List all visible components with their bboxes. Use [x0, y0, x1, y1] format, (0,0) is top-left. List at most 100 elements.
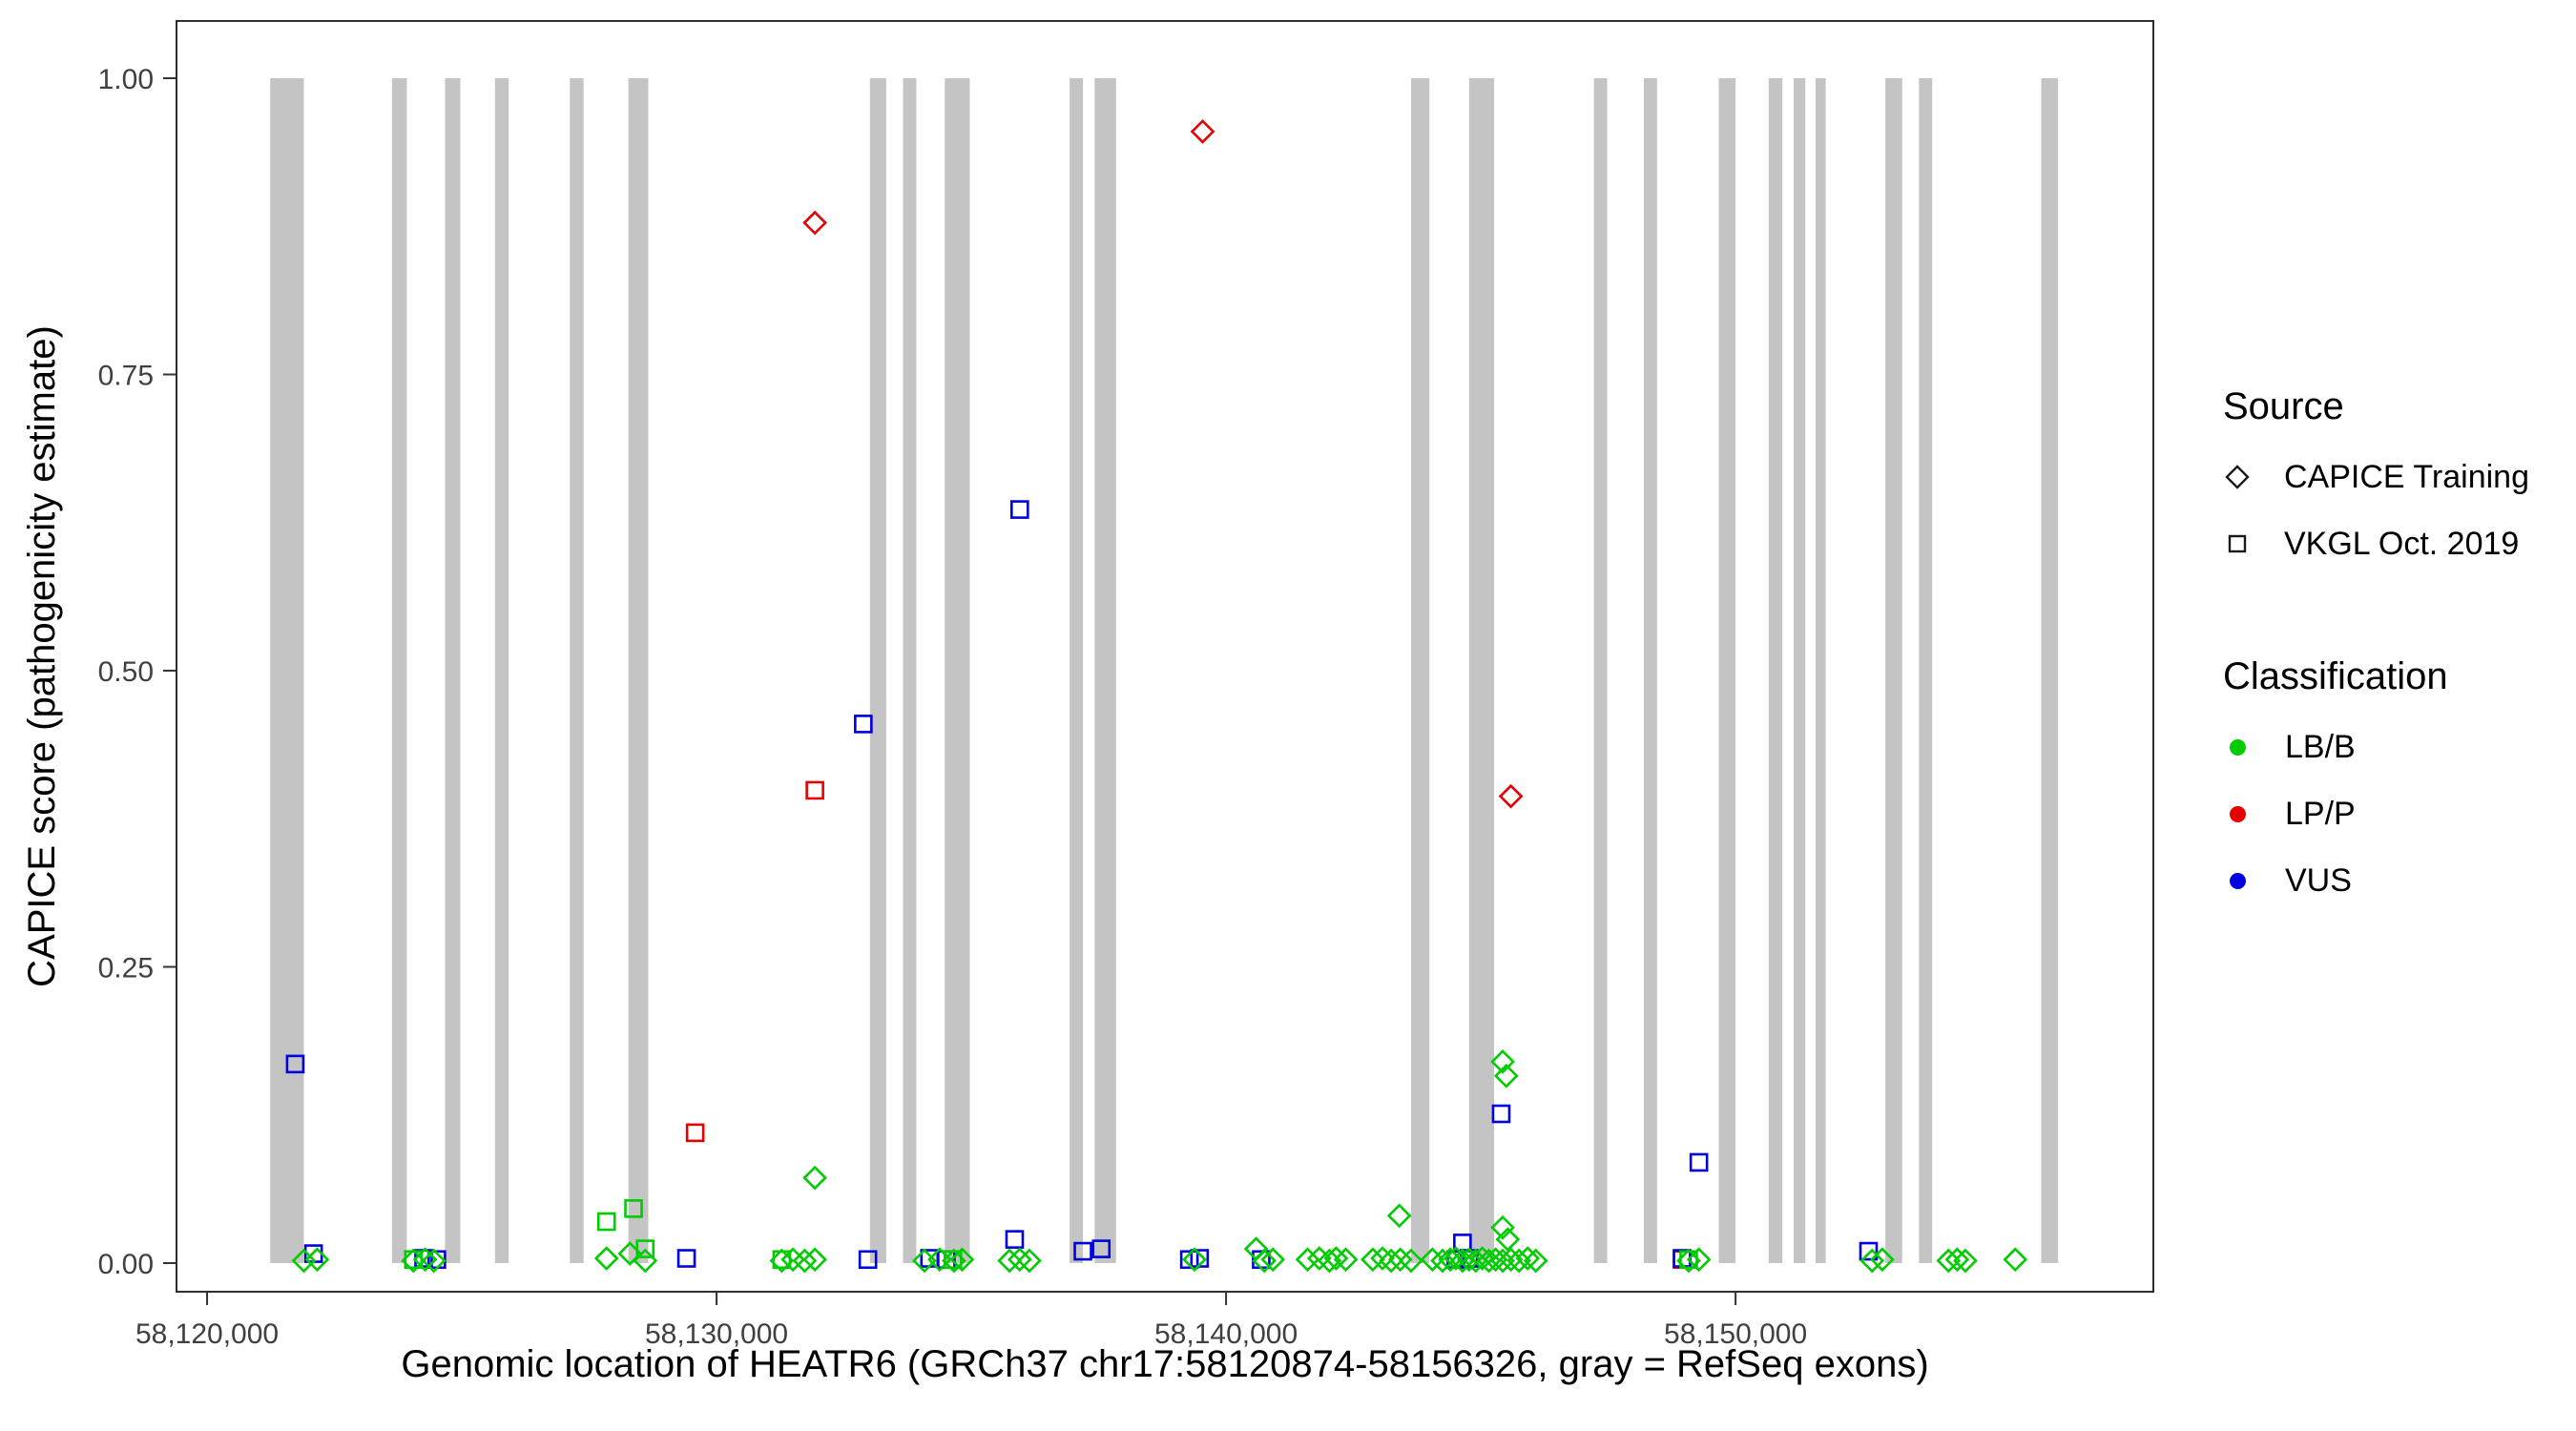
legend-item-label: LP/P [2285, 795, 2356, 832]
exon-bar [1768, 78, 1783, 1263]
exon-bar [570, 78, 584, 1263]
data-point-diamond [1252, 1248, 1277, 1274]
data-point-diamond [1953, 1248, 1978, 1274]
exon-bar [1410, 78, 1430, 1263]
exon-bar [2041, 78, 2059, 1263]
data-point-diamond [1399, 1248, 1423, 1274]
legend-item-label: LB/B [2285, 728, 2356, 765]
legend-item-label: VUS [2285, 861, 2352, 899]
data-point-diamond [1387, 1247, 1413, 1273]
data-point-diamond [1495, 1227, 1521, 1252]
data-point-diamond [304, 1247, 330, 1273]
data-point-square [1091, 1239, 1111, 1258]
data-point-diamond [1456, 1247, 1482, 1273]
exon-bar [945, 78, 970, 1263]
data-point-square [1689, 1152, 1709, 1172]
data-point-diamond [1386, 1203, 1412, 1229]
legend-source-title: Source [2223, 385, 2344, 427]
data-point-diamond [1370, 1246, 1395, 1271]
data-point-diamond [1017, 1248, 1042, 1274]
data-point-diamond [997, 1248, 1022, 1274]
y-tick-label: 0.50 [98, 656, 154, 688]
exon-bar [1919, 78, 1933, 1263]
y-tick-label: 0.25 [98, 953, 154, 985]
data-point-diamond [421, 1248, 447, 1274]
data-point-diamond [412, 1247, 438, 1273]
data-point-square [624, 1199, 643, 1218]
data-point-diamond [1007, 1247, 1032, 1273]
legend-item-label: CAPICE Training [2284, 458, 2529, 495]
data-point-square [635, 1239, 655, 1258]
data-point-diamond [1182, 1247, 1207, 1273]
data-point-diamond [1859, 1248, 1885, 1274]
data-point-diamond [1190, 119, 1215, 144]
data-point-diamond [1523, 1248, 1548, 1274]
data-point-diamond [1686, 1247, 1712, 1273]
data-point-square [1073, 1241, 1092, 1261]
data-point-square [858, 1250, 878, 1270]
exon-bar [1593, 78, 1608, 1263]
data-point-diamond [1506, 1248, 1531, 1274]
data-point-diamond [1676, 1248, 1701, 1274]
exon-bar [1718, 78, 1736, 1263]
data-point-square [854, 715, 873, 734]
data-point-diamond [1379, 1248, 1403, 1274]
data-point-diamond [942, 1248, 966, 1274]
exon-bar [445, 78, 461, 1263]
square-glyph [2228, 534, 2247, 553]
y-tick-label: 1.00 [98, 64, 154, 95]
exon-bar [869, 78, 886, 1263]
data-point-diamond [1493, 1063, 1519, 1089]
exon-bar [1793, 78, 1806, 1263]
legend-item-capice-training: CAPICE Training [2223, 444, 2566, 510]
legend: Source CAPICE Training VKGL Oct. 2019 Cl… [2223, 385, 2566, 914]
y-tick-label: 0.00 [98, 1249, 154, 1280]
lbb-color-dot [2230, 738, 2246, 756]
legend-item-lpp: LP/P [2223, 780, 2566, 847]
data-point-square [1179, 1250, 1199, 1270]
data-point-diamond [1944, 1247, 1970, 1273]
data-point-diamond [1333, 1247, 1359, 1273]
data-point-square [685, 1123, 705, 1143]
exon-bar [1468, 78, 1494, 1263]
y-axis-title: CAPICE score (pathogenicity estimate) [21, 325, 63, 987]
legend-item-vus: VUS [2223, 847, 2566, 914]
exon-bar [628, 78, 649, 1263]
data-point-diamond [1243, 1236, 1269, 1261]
data-point-square [1859, 1241, 1879, 1261]
x-tick-label: 58,150,000 [1664, 1318, 1807, 1350]
data-point-diamond [949, 1247, 975, 1273]
data-point-diamond [633, 1248, 658, 1274]
data-point-square [285, 1054, 305, 1074]
data-point-diamond [593, 1246, 619, 1271]
data-point-square [1491, 1104, 1511, 1124]
data-point-diamond [802, 1247, 827, 1273]
exon-bar [1643, 78, 1657, 1263]
legend-source: Source CAPICE Training VKGL Oct. 2019 [2223, 385, 2566, 577]
exon-bar [1885, 78, 1902, 1263]
exon-bar [903, 78, 917, 1263]
data-point-diamond [1260, 1247, 1286, 1273]
legend-classification: Classification LB/B LP/P VUS [2223, 655, 2566, 914]
legend-item-vkgl: VKGL Oct. 2019 [2223, 510, 2566, 577]
y-tick-label: 0.75 [98, 361, 154, 392]
data-point-diamond [1420, 1247, 1445, 1273]
diamond-glyph [2225, 465, 2250, 489]
x-axis-title: Genomic location of HEATR6 (GRCh37 chr17… [401, 1343, 1929, 1385]
data-point-square [676, 1249, 696, 1268]
data-point-diamond [1515, 1246, 1541, 1271]
exon-bar [1070, 78, 1084, 1263]
data-point-diamond [2003, 1247, 2028, 1273]
data-point-diamond [802, 210, 827, 236]
legend-item-lbb: LB/B [2223, 714, 2566, 780]
x-tick-label: 58,120,000 [135, 1318, 279, 1350]
data-point-diamond [1498, 783, 1524, 809]
data-point-diamond [1430, 1248, 1455, 1274]
data-point-square [1010, 500, 1029, 519]
data-point-diamond [291, 1248, 317, 1274]
data-point-diamond [1936, 1248, 1962, 1274]
data-point-diamond [792, 1248, 818, 1274]
data-point-diamond [1490, 1049, 1515, 1074]
